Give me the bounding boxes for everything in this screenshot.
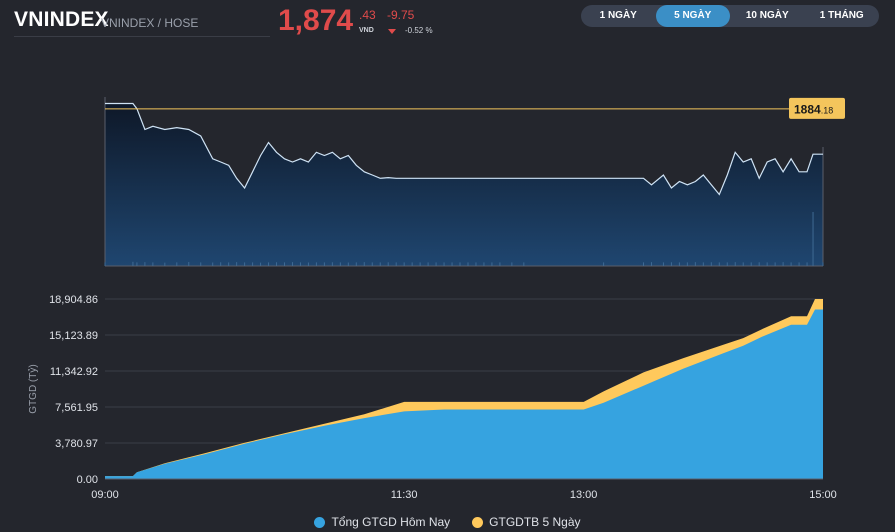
x-tick-label: 11:30: [391, 489, 418, 501]
price-value: 1,874: [278, 4, 354, 37]
x-tick-label: 13:00: [570, 489, 598, 501]
price-unit: VND: [359, 27, 374, 34]
legend-item-avg[interactable]: GTGDTB 5 Ngày: [472, 515, 581, 529]
down-arrow-icon: [388, 29, 396, 34]
price-line: [105, 102, 823, 196]
x-tick-label: 15:00: [809, 489, 837, 501]
change-value: -9.75: [387, 8, 415, 22]
y-tick-label: 15,123.89: [49, 330, 98, 342]
range-tabs: 1 NGÀY 5 NGÀY 10 NGÀY 1 THÁNG: [581, 5, 879, 27]
y-axis-label: GTGD (Tỷ): [27, 364, 39, 413]
trading-value-chart: 0.00 3,780.97 7,561.95 11,342.92 15,123.89 18…: [27, 294, 837, 501]
x-tick-label: 09:00: [91, 489, 119, 501]
index-ticker: VNINDEX: [14, 8, 109, 31]
chart-legend: Tổng GTGD Hôm Nay GTGDTB 5 Ngày: [0, 515, 895, 529]
header-divider: [14, 36, 270, 37]
tab-5-day[interactable]: 5 NGÀY: [655, 5, 730, 27]
legend-dot-avg: [472, 516, 484, 528]
reference-label-box: [789, 97, 845, 119]
y-tick-label: 18,904.86: [49, 294, 98, 306]
price-chart: 1884.18: [104, 97, 845, 267]
price-area: [105, 103, 823, 266]
reference-label: 1884.18: [794, 102, 833, 116]
tab-1-day[interactable]: 1 NGÀY: [599, 10, 637, 21]
y-tick-label: 0.00: [77, 474, 98, 486]
change-percent: -0.52 %: [405, 26, 433, 35]
legend-label-avg: GTGDTB 5 Ngày: [489, 515, 581, 529]
y-tick-label: 11,342.92: [50, 366, 98, 378]
legend-dot-today: [314, 516, 326, 528]
legend-label-today: Tổng GTGD Hôm Nay: [331, 515, 451, 529]
legend-item-today[interactable]: Tổng GTGD Hôm Nay: [314, 515, 450, 529]
exchange-label: VNINDEX / HOSE: [101, 16, 199, 30]
series-today-area: [105, 309, 823, 479]
price-decimal: .43: [359, 8, 376, 22]
y-tick-label: 3,780.97: [55, 438, 98, 450]
y-tick-label: 7,561.95: [55, 402, 98, 414]
tab-1-month[interactable]: 1 THÁNG: [819, 10, 864, 21]
tab-10-day[interactable]: 10 NGÀY: [745, 10, 789, 21]
